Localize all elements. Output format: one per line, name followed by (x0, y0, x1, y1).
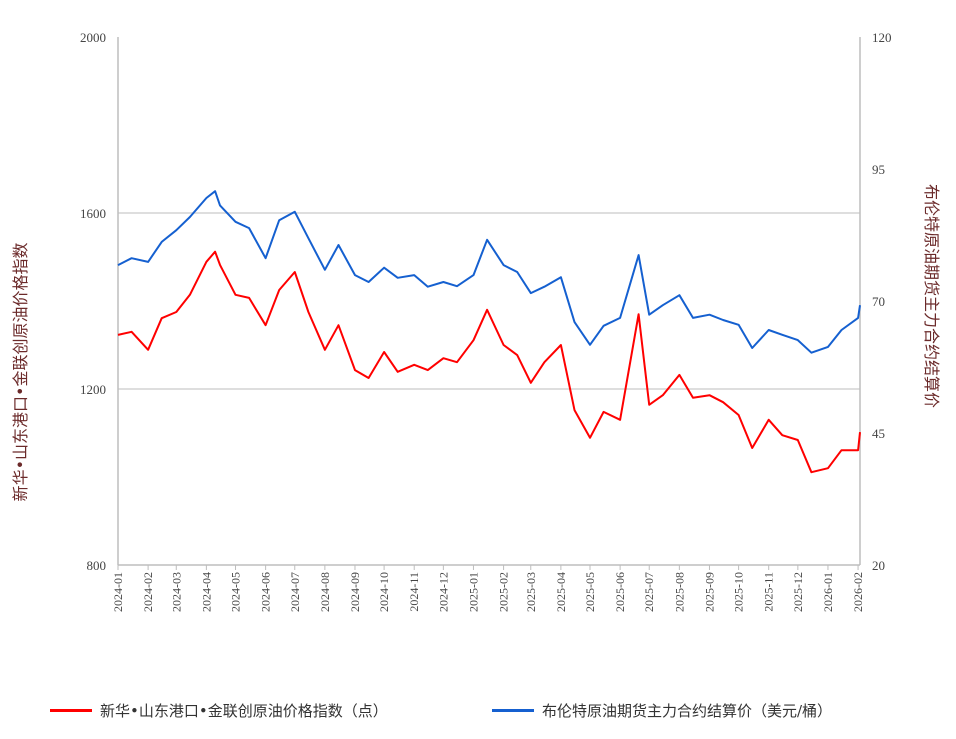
y-left-tick-label: 1200 (80, 382, 106, 397)
y-right-tick-label: 20 (872, 558, 885, 573)
x-tick-label: 2025-01 (466, 572, 480, 612)
x-tick-label: 2024-07 (288, 572, 302, 612)
x-tick-label: 2024-03 (169, 572, 183, 612)
x-tick-label: 2025-12 (791, 572, 805, 612)
x-tick-label: 2025-03 (524, 572, 538, 612)
series-lines (117, 190, 861, 474)
x-tick-label: 2026-01 (821, 572, 835, 612)
legend-item-brent: 布伦特原油期货主力合约结算价（美元/桶） (492, 700, 832, 721)
y-left-tick-label: 1600 (80, 206, 106, 221)
x-tick-label: 2024-11 (407, 572, 421, 612)
legend-label: 新华•山东港口•金联创原油价格指数（点） (100, 702, 388, 720)
x-tick-label: 2025-07 (642, 572, 656, 612)
x-tick-label: 2025-10 (732, 572, 746, 612)
y-left-tick-label: 800 (87, 558, 107, 573)
y-axis-right-title: 布伦特原油期货主力合约结算价 (922, 184, 941, 408)
x-tick-label: 2024-06 (259, 572, 273, 612)
x-tick-label: 2024-09 (348, 572, 362, 612)
x-tick-label: 2024-05 (229, 572, 243, 612)
series-line-index (117, 250, 861, 474)
x-tick-label: 2024-10 (377, 572, 391, 612)
axes (117, 37, 861, 570)
x-tick-label: 2024-04 (199, 572, 213, 612)
tick-labels: 800 1200 1600 2000 20 45 70 95 120 2024-01 2024-02… (80, 30, 892, 612)
x-tick-label: 2025-11 (762, 572, 776, 612)
x-tick-label: 2025-04 (554, 572, 568, 612)
y-right-tick-label: 70 (872, 294, 885, 309)
x-tick-label: 2024-02 (141, 572, 155, 612)
series-line-brent (117, 190, 861, 354)
legend-item-index: 新华•山东港口•金联创原油价格指数（点） (50, 700, 388, 721)
x-tick-label: 2025-09 (702, 572, 716, 612)
legend-swatch-blue (492, 709, 534, 712)
x-tick-label: 2025-06 (613, 572, 627, 612)
legend-swatch-red (50, 709, 92, 712)
y-axis-left-title: 新华•山东港口•金联创原油价格指数 (11, 243, 30, 502)
y-left-tick-label: 2000 (80, 30, 106, 45)
gridlines (118, 212, 860, 390)
y-right-tick-label: 120 (872, 30, 892, 45)
x-tick-label: 2024-12 (436, 572, 450, 612)
x-tick-label: 2025-05 (583, 572, 597, 612)
legend-label: 布伦特原油期货主力合约结算价（美元/桶） (542, 702, 833, 720)
x-tick-label: 2024-01 (111, 572, 125, 612)
x-tick-label: 2025-02 (497, 572, 511, 612)
y-right-tick-label: 45 (872, 426, 885, 441)
x-tick-label: 2026-02 (851, 572, 865, 612)
y-right-tick-label: 95 (872, 162, 885, 177)
x-tick-label: 2025-08 (672, 572, 686, 612)
x-tick-label: 2024-08 (318, 572, 332, 612)
